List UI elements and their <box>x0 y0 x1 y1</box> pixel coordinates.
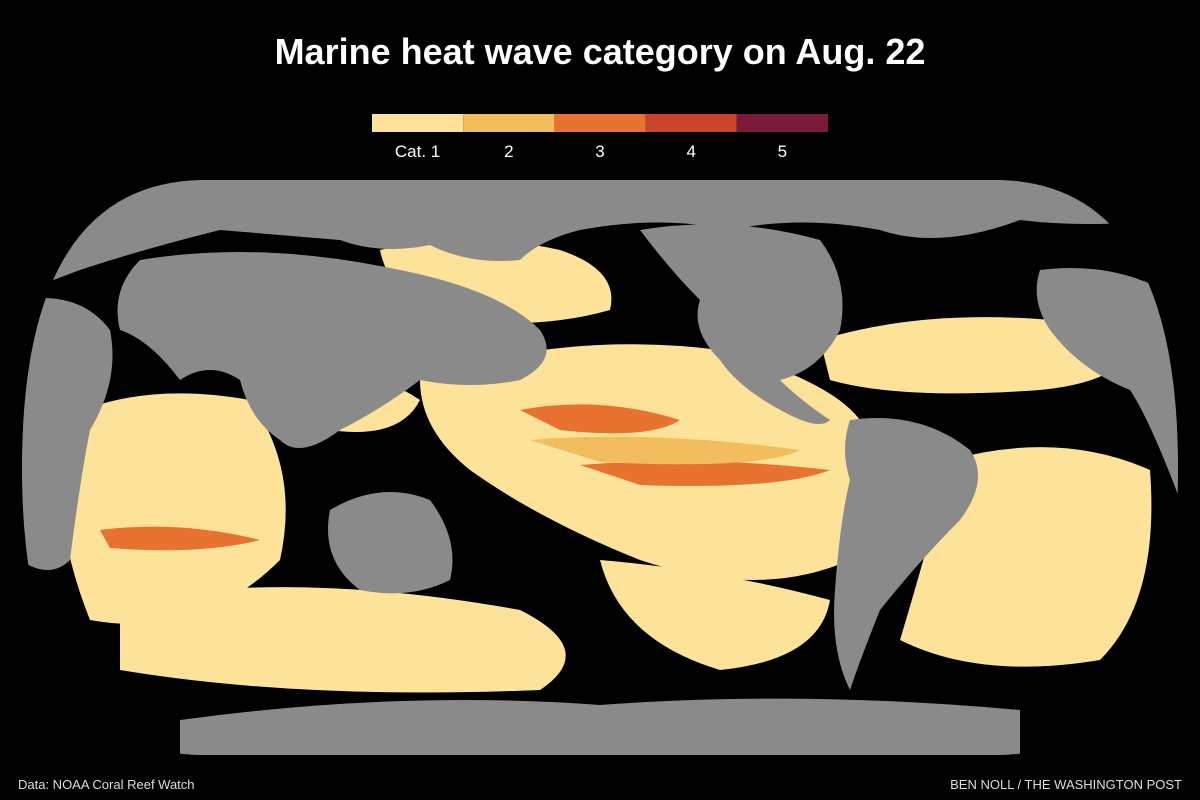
heat-area <box>600 560 830 670</box>
australia <box>328 492 453 594</box>
legend-label: 2 <box>504 142 513 161</box>
africa-west <box>22 298 113 570</box>
heat-area <box>820 317 1131 394</box>
asia <box>117 252 547 448</box>
legend: Cat. 1 2 3 4 5 <box>372 114 828 161</box>
legend-label: 4 <box>686 142 695 161</box>
heat-area <box>580 461 830 486</box>
south-america <box>834 418 978 690</box>
legend-swatch <box>736 114 828 132</box>
legend-label: 3 <box>595 142 604 161</box>
source-note: Data: NOAA Coral Reef Watch <box>18 777 195 792</box>
legend-swatch <box>554 114 646 132</box>
title: Marine heat wave category on Aug. 22 <box>275 31 926 72</box>
europe-africa-east <box>1036 268 1178 500</box>
antarctica <box>180 698 1020 755</box>
world-map <box>22 180 1178 755</box>
arctic-land <box>22 180 1178 300</box>
legend-swatch <box>463 114 555 132</box>
legend-swatch <box>645 114 737 132</box>
heat-area <box>58 393 286 624</box>
legend-swatch <box>372 114 464 132</box>
heat-area <box>120 587 566 693</box>
heat-area <box>100 526 260 551</box>
north-america <box>640 224 843 424</box>
heat-area <box>530 436 800 465</box>
land <box>22 180 1178 755</box>
legend-label: Cat. 1 <box>395 142 440 161</box>
credit: BEN NOLL / THE WASHINGTON POST <box>950 777 1182 792</box>
legend-label: 5 <box>778 142 787 161</box>
heat-area <box>520 404 680 434</box>
